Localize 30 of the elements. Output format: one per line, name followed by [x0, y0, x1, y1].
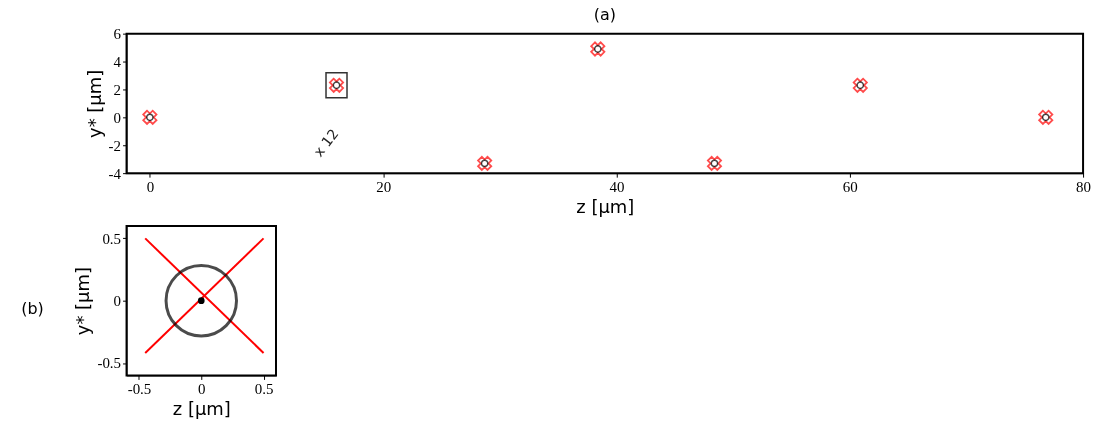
annotation: x 12	[310, 125, 342, 160]
y-tick-label: 2	[113, 81, 122, 98]
x-tick-label: 0	[198, 380, 206, 397]
text: (b)	[21, 298, 44, 318]
y-tick-label: 6	[113, 26, 122, 43]
y-tick-label: -0.5	[97, 355, 122, 372]
point	[852, 77, 868, 93]
point	[142, 109, 158, 125]
point	[477, 155, 493, 171]
y-tick-label: -4	[108, 165, 122, 182]
point	[590, 41, 606, 57]
x-tick-label: 60	[842, 178, 858, 195]
x-tick-label: 0.5	[254, 380, 274, 397]
x-axis-title: z [µm]	[576, 195, 635, 217]
y-axis-title: y* [µm]	[72, 267, 94, 336]
point	[706, 155, 722, 171]
y-axis-title: y* [µm]	[83, 69, 105, 138]
y-tick-label: 4	[113, 54, 122, 71]
x-tick-label: 80	[1076, 178, 1092, 195]
chart-title: (a)	[593, 4, 616, 24]
x-tick-label: 40	[609, 178, 625, 195]
y-tick-label: 0.5	[102, 230, 122, 247]
y-tick-label: 0	[113, 293, 122, 310]
point	[1038, 109, 1054, 125]
x-tick-label: 20	[376, 178, 392, 195]
x-tick-label: 0	[146, 178, 155, 195]
x-axis-title: z [µm]	[172, 397, 231, 419]
y-tick-label: 0	[113, 109, 122, 126]
y-tick-label: -2	[108, 137, 122, 154]
x-tick-label: -0.5	[127, 380, 152, 397]
